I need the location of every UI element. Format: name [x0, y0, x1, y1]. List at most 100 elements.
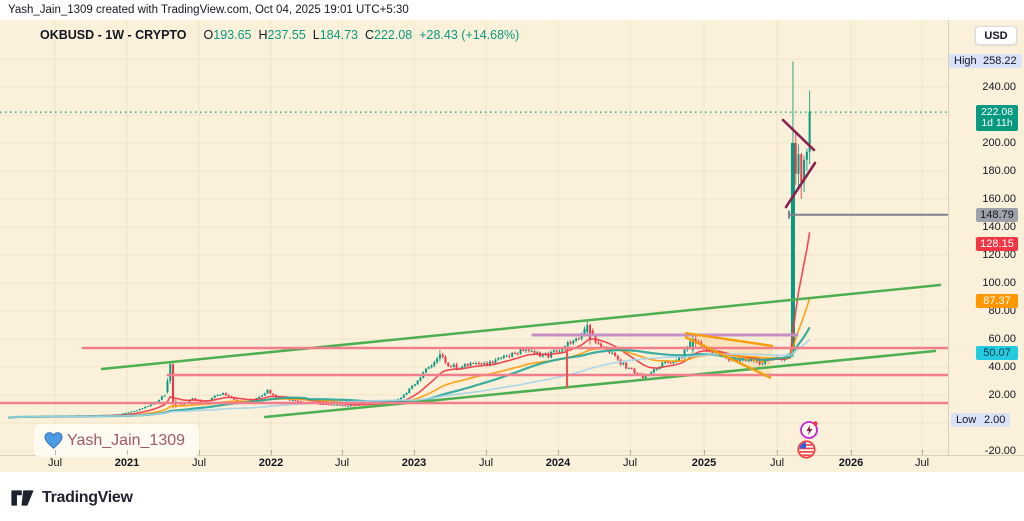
tradingview-logo[interactable]: TradingView [10, 488, 133, 508]
down-candle [577, 338, 580, 340]
green-channel-upper[interactable] [100, 283, 942, 371]
down-candle [297, 400, 300, 402]
close-value: 222.08 [374, 28, 413, 42]
up-candle [349, 405, 352, 407]
price-tick-label: 200.00 [982, 137, 1016, 149]
up-candle [341, 405, 344, 407]
chart-pane [0, 20, 948, 455]
orange-wedge-median[interactable] [736, 356, 770, 364]
up-candle [347, 405, 350, 407]
up-candle [683, 349, 686, 358]
down-candle [455, 364, 458, 370]
up-candle [561, 349, 564, 352]
up-candle [141, 408, 144, 410]
down-candle [172, 364, 175, 402]
green-channel-lower[interactable] [263, 349, 937, 419]
tradingview-wordmark: TradingView [42, 489, 133, 506]
up-candle [761, 363, 764, 365]
time-tick-label: 2024 [545, 457, 571, 469]
down-candle [533, 351, 536, 354]
down-candle [480, 363, 483, 365]
up-candle [691, 339, 694, 351]
down-candle [330, 404, 333, 406]
up-candle [408, 388, 411, 394]
down-candle [338, 404, 341, 406]
orange-ma-price-badge: 87.37 [976, 293, 1018, 308]
red-ma [8, 232, 811, 419]
down-candle [597, 342, 600, 344]
down-candle [324, 404, 327, 406]
up-candle [739, 360, 742, 362]
low-label: L [312, 28, 320, 42]
down-candle [294, 400, 297, 402]
up-candle [438, 354, 441, 359]
attribution-text: Yash_Jain_1309 created with TradingView.… [8, 4, 409, 16]
down-candle [633, 368, 636, 374]
up-candle [260, 395, 263, 397]
tradingview-glyph-icon [11, 490, 34, 506]
maroon-pennant-upper[interactable] [781, 118, 816, 152]
up-candle [803, 159, 806, 183]
down-candle [491, 361, 494, 364]
high-value: 237.55 [267, 28, 306, 42]
session-low-value: 2.00 [979, 413, 1011, 428]
session-high-value: 258.22 [978, 54, 1022, 69]
up-candle [135, 410, 138, 412]
last-price-badge: 222.08 1d 11h [976, 105, 1018, 132]
lightning-sticker-icon[interactable] [799, 419, 820, 445]
time-tick-label: 2022 [258, 457, 284, 469]
down-candle [450, 366, 453, 368]
currency-toggle-button[interactable]: USD [975, 26, 1017, 45]
price-tick-label: -20.00 [984, 445, 1016, 457]
price-axis-divider [948, 20, 949, 455]
down-candle [527, 349, 530, 352]
up-candle [216, 394, 219, 396]
price-tick-label: 160.00 [982, 193, 1016, 205]
bar-countdown: 1d 11h [981, 117, 1013, 130]
down-candle [513, 352, 516, 354]
up-candle [219, 394, 222, 396]
down-candle [516, 353, 519, 355]
down-candle [800, 154, 803, 183]
low-value: 184.73 [319, 28, 358, 42]
up-candle [416, 380, 419, 385]
up-candle [525, 349, 528, 351]
down-candle [705, 348, 708, 351]
up-candle [500, 357, 503, 359]
time-tick-label: Jul [191, 457, 207, 469]
price-tick-label: 240.00 [982, 81, 1016, 93]
time-tick-mark [414, 450, 415, 455]
up-candle [530, 351, 533, 353]
orange-wedge-lower[interactable] [684, 335, 772, 380]
up-candle [124, 412, 127, 414]
up-candle [188, 399, 191, 403]
down-candle [522, 349, 525, 351]
symbol-legend[interactable]: OKBUSD - 1W - CRYPTO O193.65 H237.55 L184.7… [40, 28, 519, 42]
last-price-value: 222.08 [980, 106, 1014, 119]
up-candle [336, 404, 339, 406]
down-candle [736, 360, 739, 362]
down-candle [299, 401, 302, 403]
up-candle [333, 404, 336, 406]
up-candle [541, 354, 544, 357]
red-ma-price-badge: 128.15 [976, 236, 1018, 251]
up-candle [402, 394, 405, 398]
up-candle [463, 364, 466, 367]
down-candle [636, 373, 639, 375]
up-candle [138, 408, 141, 411]
flag-sticker-icon[interactable] [796, 439, 817, 465]
orange-wedge-upper[interactable] [684, 331, 774, 348]
up-candle [764, 360, 767, 364]
author-watermark: Yash_Jain_1309 [34, 424, 200, 457]
price-tick-label: 20.00 [988, 389, 1016, 401]
maroon-pennant-lower[interactable] [784, 161, 817, 209]
up-candle [627, 368, 630, 370]
up-candle [661, 362, 664, 367]
up-candle [169, 364, 172, 381]
gridlines[interactable] [0, 20, 948, 455]
up-candle [127, 412, 130, 414]
down-candle [614, 352, 617, 356]
down-candle [569, 342, 572, 344]
time-tick-mark [55, 450, 56, 455]
